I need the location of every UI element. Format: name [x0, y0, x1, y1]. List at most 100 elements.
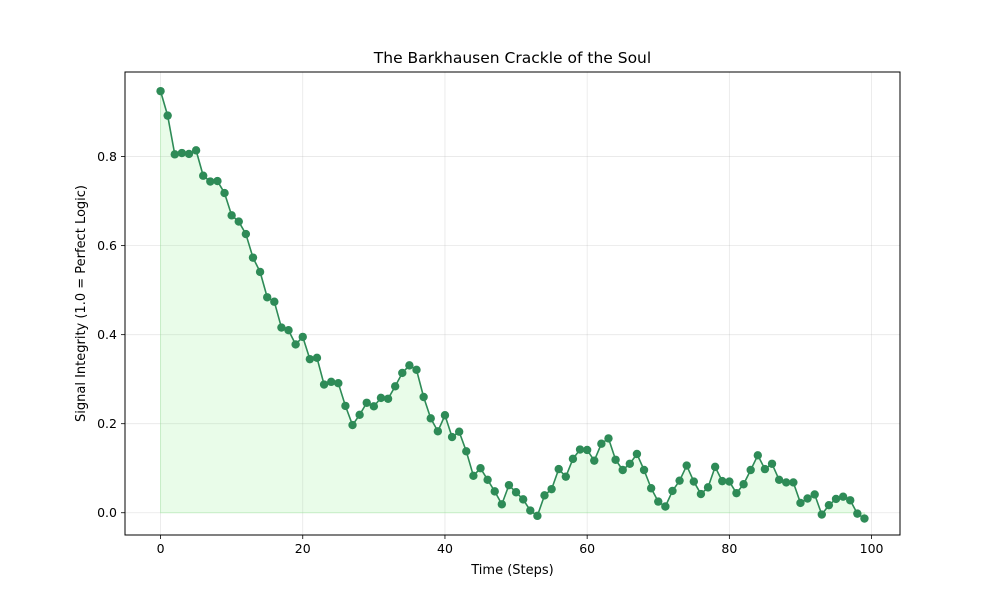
data-point: [355, 410, 364, 419]
data-point: [661, 502, 670, 511]
data-point: [838, 492, 848, 501]
data-point: [170, 150, 179, 159]
data-point: [454, 427, 464, 436]
data-point: [490, 487, 499, 496]
data-point: [312, 353, 322, 363]
data-point: [255, 267, 265, 277]
y-tick-label: 0.0: [97, 505, 117, 520]
data-point: [462, 447, 471, 456]
data-point: [540, 491, 549, 500]
data-point: [789, 478, 798, 487]
data-point: [803, 494, 812, 503]
x-tick-label: 100: [860, 541, 884, 556]
data-point: [846, 496, 855, 505]
x-axis-ticks: 0 20 40 60 80 100: [157, 535, 884, 556]
data-point: [298, 332, 307, 342]
data-point: [270, 297, 279, 306]
data-point: [753, 451, 762, 460]
data-point: [767, 459, 777, 468]
data-point: [177, 148, 187, 158]
data-point: [604, 434, 613, 443]
data-point: [483, 475, 492, 484]
data-point: [390, 382, 400, 391]
plot-frame: [124, 71, 901, 536]
data-point: [810, 490, 819, 499]
data-point: [646, 484, 656, 493]
data-point: [760, 464, 770, 474]
data-point: [376, 393, 386, 403]
data-point: [817, 510, 826, 519]
data-point: [853, 509, 862, 518]
data-point: [156, 86, 165, 96]
data-point: [248, 253, 258, 262]
data-point: [739, 480, 748, 489]
data-point: [725, 477, 734, 486]
data-point: [433, 427, 443, 436]
data-point: [533, 511, 542, 521]
data-point: [703, 483, 713, 492]
series-points: [156, 86, 869, 523]
data-point: [184, 149, 194, 159]
data-point: [383, 394, 393, 403]
data-point: [341, 401, 350, 411]
x-tick-label: 40: [437, 541, 453, 556]
data-point: [561, 472, 571, 481]
data-point: [440, 411, 450, 420]
data-point: [369, 402, 379, 411]
data-point: [796, 498, 805, 508]
data-point: [206, 177, 215, 186]
x-tick-label: 80: [721, 541, 737, 556]
y-tick-label: 0.8: [97, 149, 117, 164]
data-point: [504, 480, 514, 490]
y-tick-label: 0.4: [97, 327, 117, 342]
data-point: [326, 377, 336, 387]
data-point: [718, 476, 727, 486]
data-point: [597, 439, 606, 448]
data-point: [575, 445, 585, 454]
series-line-path: [159, 90, 865, 520]
data-point: [824, 500, 834, 510]
data-point: [241, 229, 251, 239]
data-point: [348, 420, 357, 430]
data-point: [611, 455, 620, 464]
data-point: [696, 489, 706, 499]
data-point: [590, 456, 599, 465]
grid: [125, 72, 900, 535]
data-point: [447, 432, 457, 442]
data-point: [263, 293, 272, 302]
data-point: [220, 188, 229, 198]
x-axis-label: Time (Steps): [470, 563, 553, 578]
y-axis-ticks: 0.0 0.2 0.4 0.6 0.8: [97, 149, 125, 520]
data-point: [497, 500, 507, 509]
x-tick-label: 20: [295, 541, 311, 556]
data-point: [511, 488, 521, 497]
data-point: [547, 484, 556, 494]
y-axis-label: Signal Integrity (1.0 = Perfect Logic): [74, 185, 89, 422]
data-point: [199, 171, 208, 180]
data-point: [618, 465, 627, 475]
data-point: [405, 361, 414, 370]
data-point: [191, 146, 201, 155]
data-point: [291, 340, 300, 349]
data-point: [518, 495, 528, 504]
data-point: [732, 488, 741, 498]
chart-title: The Barkhausen Crackle of the Soul: [373, 49, 651, 67]
data-point: [774, 475, 784, 484]
data-point: [682, 461, 691, 470]
data-point: [625, 459, 635, 468]
data-point: [319, 380, 329, 389]
data-point: [710, 462, 720, 472]
data-point: [362, 398, 371, 407]
y-tick-label: 0.2: [97, 416, 117, 431]
data-point: [213, 176, 222, 186]
x-tick-label: 60: [579, 541, 595, 556]
data-point: [234, 217, 243, 226]
data-point: [419, 392, 428, 402]
data-point: [689, 477, 699, 486]
data-point: [654, 497, 663, 506]
data-point: [469, 471, 478, 480]
data-point: [782, 478, 791, 487]
x-tick-label: 0: [157, 541, 165, 556]
data-point: [305, 354, 315, 364]
